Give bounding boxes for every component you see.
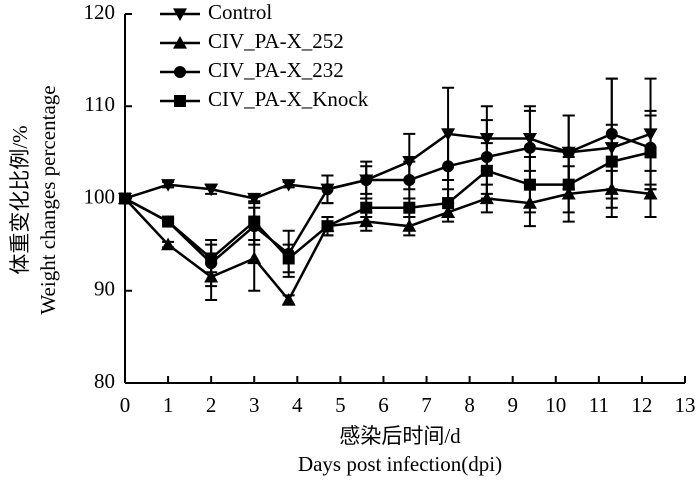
x-tick-label: 9 — [507, 393, 518, 417]
marker — [523, 141, 536, 154]
marker — [403, 201, 416, 214]
legend-label: CIV_PA-X_Knock — [208, 87, 369, 111]
series-line — [124, 188, 651, 303]
marker — [282, 252, 295, 265]
series-line — [124, 151, 651, 261]
y-tick-label: 100 — [84, 184, 116, 208]
x-tick-label: 5 — [335, 393, 346, 417]
marker — [162, 215, 175, 228]
marker — [360, 201, 373, 214]
marker — [119, 192, 131, 205]
x-axis-label: Days post infection(dpi) — [298, 452, 502, 476]
marker — [562, 178, 575, 191]
x-tick-label: 8 — [464, 393, 475, 417]
marker — [403, 174, 416, 187]
marker — [360, 174, 373, 187]
x-tick-label: 13 — [675, 393, 696, 417]
marker — [204, 183, 219, 197]
marker — [359, 214, 374, 228]
x-tick-label: 7 — [421, 393, 432, 417]
y-tick-label: 90 — [94, 277, 115, 301]
marker — [644, 146, 657, 159]
legend-marker — [173, 8, 187, 21]
x-tick-label: 11 — [589, 393, 609, 417]
marker — [442, 160, 455, 173]
y-tick-label: 120 — [84, 0, 116, 24]
marker — [442, 197, 455, 210]
x-tick-label: 3 — [249, 393, 260, 417]
legend-marker — [174, 66, 186, 78]
series-line — [124, 132, 651, 265]
marker — [321, 220, 334, 233]
y-tick-label: 110 — [84, 92, 115, 116]
marker — [523, 178, 536, 191]
y-axis-label: Weight changes percentage — [36, 85, 60, 314]
x-tick-label: 1 — [163, 393, 174, 417]
marker — [643, 186, 658, 200]
legend-label: Control — [208, 0, 272, 24]
legend-label: CIV_PA-X_232 — [208, 58, 344, 82]
x-tick-label: 10 — [545, 393, 566, 417]
x-tick-label: 2 — [206, 393, 217, 417]
marker — [161, 179, 176, 192]
marker — [205, 252, 218, 265]
marker — [248, 215, 261, 228]
x-tick-label: 6 — [378, 393, 389, 417]
legend-label: CIV_PA-X_252 — [208, 29, 344, 53]
marker — [321, 183, 334, 196]
marker — [480, 164, 493, 177]
marker — [281, 292, 296, 306]
marker — [161, 237, 176, 251]
marker — [247, 251, 262, 265]
y-tick-label: 80 — [94, 369, 115, 393]
series-line — [124, 132, 651, 200]
x-tick-label: 0 — [120, 393, 131, 417]
legend-marker — [173, 36, 187, 49]
y-axis-label: 体重变化比例/% — [8, 125, 32, 274]
x-tick-label: 12 — [631, 393, 652, 417]
legend-marker — [174, 95, 186, 107]
x-axis-label: 感染后时间/d — [339, 424, 461, 448]
marker — [605, 155, 618, 168]
marker — [562, 146, 575, 159]
x-tick-label: 4 — [292, 393, 303, 417]
marker — [281, 179, 296, 192]
marker — [402, 219, 417, 232]
marker — [247, 192, 262, 206]
